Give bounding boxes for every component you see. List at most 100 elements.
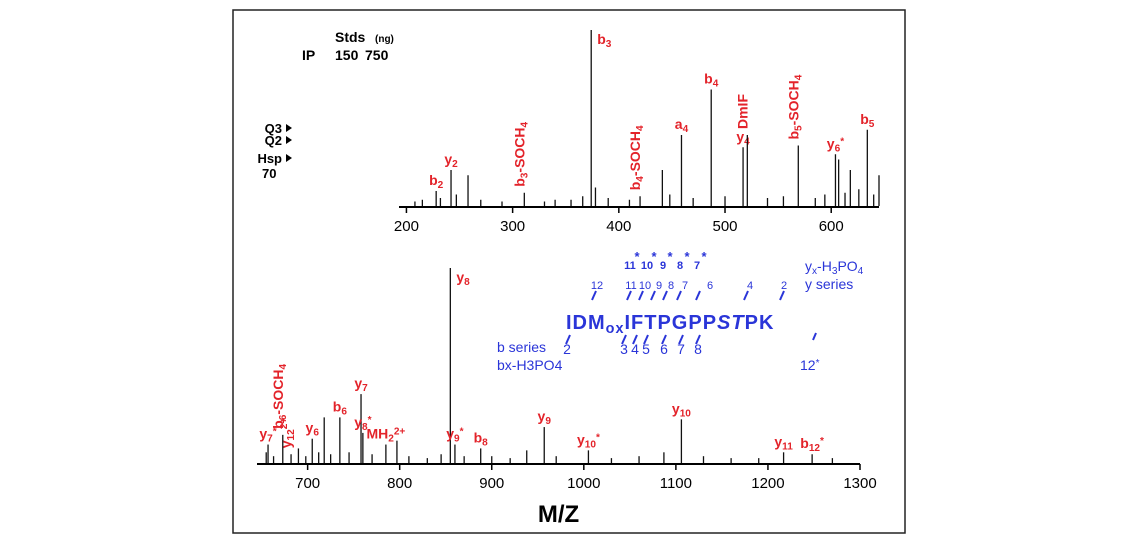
subscript: 8 (362, 422, 368, 433)
label: b6 (333, 398, 348, 417)
slash (565, 334, 571, 345)
superscript: * (460, 426, 464, 437)
label: b4-SOCH4 (627, 125, 646, 190)
subscript: 11 (782, 441, 793, 452)
subscript: 5 (869, 119, 875, 130)
y-phospho-number: 11 (624, 260, 636, 272)
subscript: 12 (809, 443, 821, 454)
label-part: b (597, 31, 606, 47)
slash (638, 290, 644, 301)
label-part: y (577, 431, 585, 447)
y-number: 10 (639, 280, 651, 292)
x-tick-label: 600 (819, 218, 844, 235)
slash (650, 290, 656, 301)
slash (678, 334, 684, 345)
label-part: y (278, 440, 294, 448)
subscript: 8 (482, 437, 488, 448)
label: y7* (259, 426, 276, 445)
inset-amount: 750 (365, 47, 389, 63)
b-series-label: b series (497, 339, 546, 355)
slash (643, 334, 649, 345)
slash (662, 290, 668, 301)
b-number: 4 (631, 341, 639, 357)
superscript: * (368, 414, 372, 425)
label: MH22+ (366, 426, 405, 445)
inset-ip: IP (302, 47, 315, 63)
label-part: MH (366, 426, 388, 442)
label-part: -SOCH (785, 80, 801, 125)
slash (661, 334, 667, 345)
lane-marker (286, 136, 292, 144)
subscript: x (812, 266, 817, 277)
lane-marker (286, 154, 292, 162)
subscript: 4 (793, 74, 804, 80)
star: * (634, 249, 640, 264)
subscript: 2 (452, 159, 458, 170)
label-part: y (774, 433, 782, 449)
lane-marker (286, 124, 292, 132)
label-part: PO (837, 258, 857, 274)
superscript: * (840, 136, 844, 147)
y-series-label: y series (805, 276, 853, 292)
slash (812, 332, 817, 341)
label-part: a (675, 116, 683, 132)
label: y9 (538, 408, 552, 427)
label-part: DmIF (734, 94, 750, 129)
y-number: 4 (747, 280, 753, 292)
subscript: 4 (519, 121, 530, 127)
inset-unit: (ng) (375, 34, 394, 45)
label-part: y (736, 128, 744, 144)
label: b5-SOCH4 (785, 74, 804, 139)
x-tick-label: 700 (295, 475, 320, 492)
label: y8* (354, 414, 371, 433)
subscript: 4 (683, 124, 689, 135)
b-number: 8 (694, 341, 702, 357)
label-part: IDM (566, 312, 606, 334)
inset-amount: 150 (335, 47, 359, 63)
subscript: 3 (606, 39, 612, 50)
subscript: 6 (835, 143, 841, 154)
label: b12* (800, 435, 824, 454)
slash (626, 290, 632, 301)
x-tick-label: 300 (500, 218, 525, 235)
y-number: 9 (656, 280, 662, 292)
slash (779, 290, 785, 301)
label: y6* (827, 135, 844, 154)
label-part: b (270, 420, 286, 429)
x-tick-label: 1100 (660, 475, 692, 492)
x-tick-label: 1000 (567, 475, 600, 492)
superscript: 2+ (279, 418, 290, 430)
subscript: 7 (362, 383, 368, 394)
label-part: y (827, 135, 835, 151)
x-tick-label: 1300 (843, 475, 876, 492)
italic-part: ST (717, 312, 745, 334)
label-part: y (354, 375, 362, 391)
subscript: 4 (278, 364, 289, 370)
label: y8 (456, 269, 470, 288)
label-part: y (259, 426, 267, 442)
label-part: -H (817, 258, 832, 274)
subscript: 6 (341, 406, 347, 417)
label-part: y (306, 420, 314, 436)
subscript: 6 (278, 414, 289, 420)
x-tick-label: 1200 (751, 475, 784, 492)
b-number: 3 (620, 341, 628, 357)
x-tick-label: 800 (387, 475, 412, 492)
label-part: y (805, 258, 812, 274)
label: yx-H3PO4 (805, 258, 864, 277)
label: b3-SOCH4 (511, 121, 530, 186)
x-tick-label: 500 (713, 218, 738, 235)
label: b5 (860, 111, 875, 130)
label-part: y (672, 400, 680, 416)
subscript: 8 (464, 277, 470, 288)
label-part: -SOCH (627, 131, 643, 176)
x-axis-label: M/Z (538, 501, 579, 528)
label-part: y (456, 269, 464, 285)
label: b2 (429, 172, 444, 191)
superscript: 2+ (394, 426, 406, 437)
subscript: 10 (680, 408, 692, 419)
y-phospho-number: 7 (694, 260, 700, 272)
label-part: b (511, 178, 527, 187)
label: y10 (672, 400, 691, 419)
